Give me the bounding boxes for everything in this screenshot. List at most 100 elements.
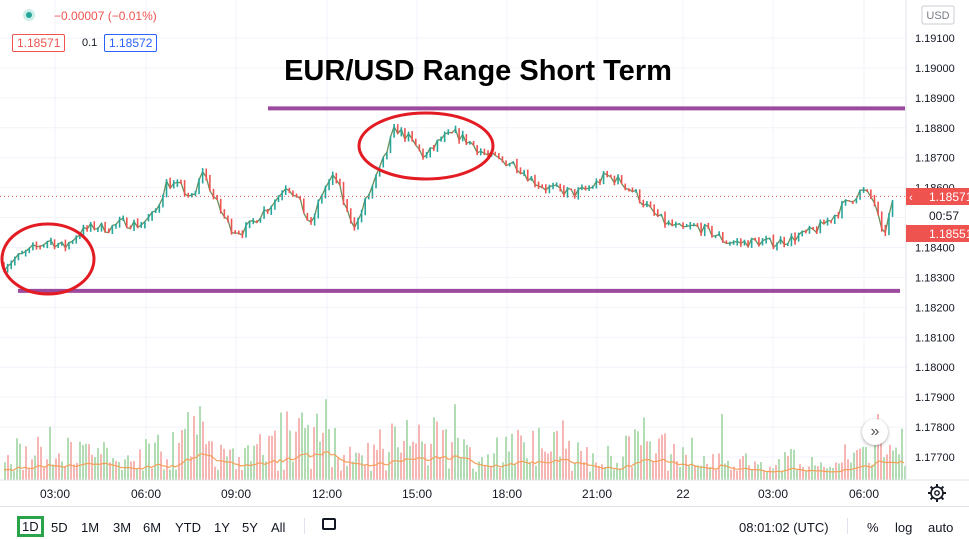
volume-bar <box>688 465 690 480</box>
volume-bar <box>259 434 261 480</box>
price-change-text: −0.00007 (−0.01%) <box>54 9 157 23</box>
volume-bar <box>355 452 357 480</box>
volume-bar <box>118 461 120 480</box>
volume-bar <box>31 459 33 480</box>
price-tick-label: 1.18700 <box>915 153 955 165</box>
volume-bar <box>811 456 813 480</box>
volume-bar <box>661 434 663 480</box>
volume-bar <box>265 461 267 480</box>
volume-bar <box>457 437 459 480</box>
volume-bar <box>637 431 639 480</box>
volume-bar <box>745 453 747 480</box>
volume-bar <box>901 428 903 480</box>
volume-bar <box>298 418 300 480</box>
utc-clock[interactable]: 08:01:02 (UTC) <box>739 520 829 535</box>
volume-bar <box>346 465 348 480</box>
volume-bar <box>778 459 780 480</box>
volume-bar <box>187 412 189 480</box>
range-5y[interactable]: 5Y <box>242 520 258 535</box>
volume-bar <box>781 470 783 480</box>
volume-bar <box>175 469 177 480</box>
volume-bar <box>70 441 72 480</box>
volume-bar <box>502 462 504 480</box>
volume-bar <box>853 452 855 480</box>
settings-gear-icon[interactable] <box>928 484 946 502</box>
volume-bar <box>844 444 846 480</box>
price-tick-label: 1.18800 <box>915 123 955 135</box>
volume-bar <box>367 442 369 480</box>
volume-bar <box>181 430 183 480</box>
volume-bar <box>475 471 477 480</box>
volume-bar <box>451 442 453 480</box>
range-ytd[interactable]: YTD <box>175 520 201 535</box>
volume-bar <box>154 442 156 480</box>
volume-bar <box>760 462 762 480</box>
range-1y[interactable]: 1Y <box>214 520 230 535</box>
volume-moving-average <box>3 451 905 473</box>
volume-bar <box>178 442 180 480</box>
volume-bar <box>454 404 456 480</box>
volume-bar <box>874 432 876 480</box>
range-3m[interactable]: 3M <box>113 520 132 535</box>
auto-toggle[interactable]: auto <box>928 520 954 535</box>
volume-bar <box>442 429 444 480</box>
volume-bar <box>832 468 834 480</box>
volume-bar <box>877 414 879 480</box>
volume-bar <box>409 445 411 480</box>
volume-bar <box>487 454 489 480</box>
volume-bar <box>706 463 708 480</box>
scroll-to-realtime-button[interactable]: » <box>862 419 888 445</box>
currency-badge-bg[interactable] <box>921 5 955 25</box>
volume-bar <box>697 465 699 480</box>
volume-bar <box>247 445 249 480</box>
volume-bar <box>142 470 144 480</box>
volume-bar <box>205 444 207 480</box>
volume-bar <box>430 443 432 480</box>
date-range-calendar-icon[interactable] <box>322 518 336 530</box>
log-toggle[interactable]: log <box>895 520 913 535</box>
time-tick-label: 06:00 <box>131 487 161 501</box>
volume-bar <box>301 412 303 480</box>
volume-bar <box>460 456 462 480</box>
range-5d[interactable]: 5D <box>51 520 68 535</box>
volume-bar <box>169 469 171 480</box>
volume-bar <box>112 458 114 480</box>
volume-bar <box>436 421 438 480</box>
volume-bar <box>736 470 738 480</box>
bottom-toolbar: 1D 5D 1M 3M 6M YTD 1Y 5Y All 08:01:02 (U… <box>0 506 969 539</box>
volume-bar <box>292 461 294 480</box>
volume-bar <box>94 457 96 480</box>
volume-bar <box>220 444 222 480</box>
range-1d[interactable]: 1D <box>17 516 44 537</box>
volume-bar <box>226 456 228 480</box>
volume-bar <box>607 445 609 480</box>
volume-bar <box>490 465 492 480</box>
volume-bar <box>496 437 498 480</box>
range-6m[interactable]: 6M <box>143 520 162 535</box>
volume-bar <box>328 429 330 480</box>
range-all[interactable]: All <box>271 520 286 535</box>
volume-bar <box>43 466 45 480</box>
volume-bar <box>478 461 480 480</box>
volume-bar <box>619 468 621 480</box>
volume-bar <box>286 411 288 480</box>
volume-bar <box>115 460 117 480</box>
time-tick-label: 21:00 <box>582 487 612 501</box>
volume-bar <box>343 454 345 480</box>
volume-bar <box>145 439 147 480</box>
percent-toggle[interactable]: % <box>867 520 879 535</box>
volume-bar <box>55 458 57 480</box>
volume-bar <box>484 464 486 480</box>
volume-bar <box>463 439 465 480</box>
range-1m[interactable]: 1M <box>81 520 100 535</box>
volume-bar <box>88 444 90 480</box>
volume-bar <box>664 433 666 480</box>
sell-price-box[interactable]: 1.18571 <box>12 34 66 52</box>
volume-bar <box>625 435 627 480</box>
volume-bar <box>595 462 597 480</box>
volume-bar <box>562 420 564 480</box>
buy-price-box[interactable]: 1.18572 <box>104 34 158 52</box>
volume-bar <box>895 447 897 480</box>
volume-bar <box>640 445 642 480</box>
